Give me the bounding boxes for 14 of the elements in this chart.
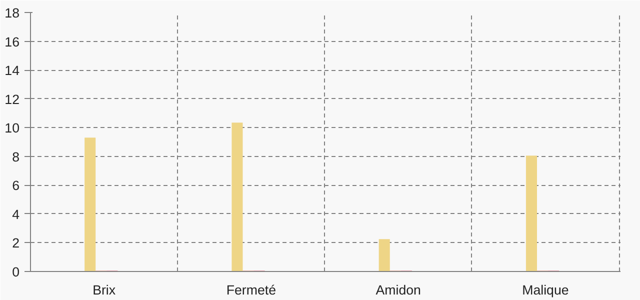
y-tick-label: 8 bbox=[12, 149, 20, 164]
x-tick-label: Malique bbox=[522, 282, 569, 298]
x-tick-label: Amidon bbox=[376, 282, 421, 298]
x-tick-label: Brix bbox=[92, 282, 116, 298]
y-tick-label: 14 bbox=[4, 63, 20, 78]
y-tick-label: 0 bbox=[12, 264, 20, 280]
y-tick-label: 12 bbox=[4, 92, 20, 107]
y-tick-label: 18 bbox=[4, 6, 20, 20]
y-tick-label: 16 bbox=[4, 34, 20, 50]
x-tick-label: Fermeté bbox=[226, 282, 276, 298]
y-tick-label: 6 bbox=[12, 178, 20, 194]
y-tick-label: 10 bbox=[4, 120, 20, 136]
y-tick-label: 4 bbox=[12, 206, 20, 222]
y-tick-label: 2 bbox=[12, 236, 20, 251]
